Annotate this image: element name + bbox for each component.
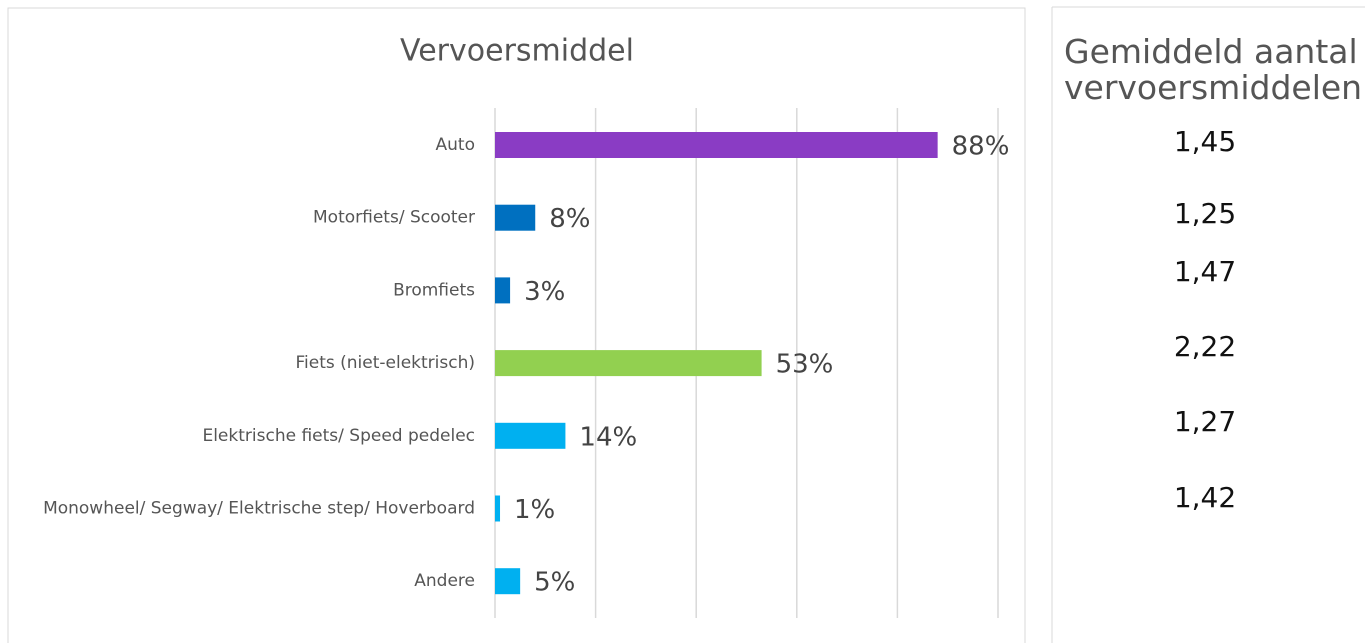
value-label: 88%: [952, 132, 1010, 162]
value-label: 3%: [524, 277, 565, 307]
y-tick-label: Andere: [414, 571, 475, 591]
bar: [495, 422, 566, 449]
side-value: 1,45: [1174, 125, 1236, 158]
value-label: 14%: [579, 422, 637, 452]
side-value: 1,42: [1174, 481, 1236, 514]
bar: [495, 350, 762, 377]
y-tick-label: Fiets (niet-elektrisch): [295, 353, 475, 373]
chart-frame: [7, 7, 1026, 643]
side-value: 2,22: [1174, 330, 1236, 363]
side-title: Gemiddeld aantal vervoersmiddelen: [1064, 32, 1363, 107]
y-tick-label: Monowheel/ Segway/ Elektrische step/ Hov…: [43, 499, 475, 519]
bar: [495, 495, 501, 522]
side-value: 1,27: [1174, 405, 1236, 438]
side-value: 1,25: [1174, 197, 1236, 230]
bar: [495, 277, 511, 304]
y-tick-label: Auto: [436, 135, 475, 155]
y-tick-label: Bromfiets: [393, 280, 475, 300]
value-label: 53%: [776, 350, 834, 380]
bar: [495, 132, 938, 158]
chart-title: Vervoersmiddel: [400, 34, 634, 69]
value-label: 8%: [549, 204, 590, 234]
value-label: 5%: [534, 568, 575, 598]
y-tick-label: Motorfiets/ Scooter: [313, 208, 475, 228]
y-tick-label: Elektrische fiets/ Speed pedelec: [202, 426, 475, 446]
side-value: 1,47: [1174, 255, 1236, 288]
value-label: 1%: [514, 495, 555, 525]
bar: [495, 204, 536, 231]
bar: [495, 568, 521, 595]
